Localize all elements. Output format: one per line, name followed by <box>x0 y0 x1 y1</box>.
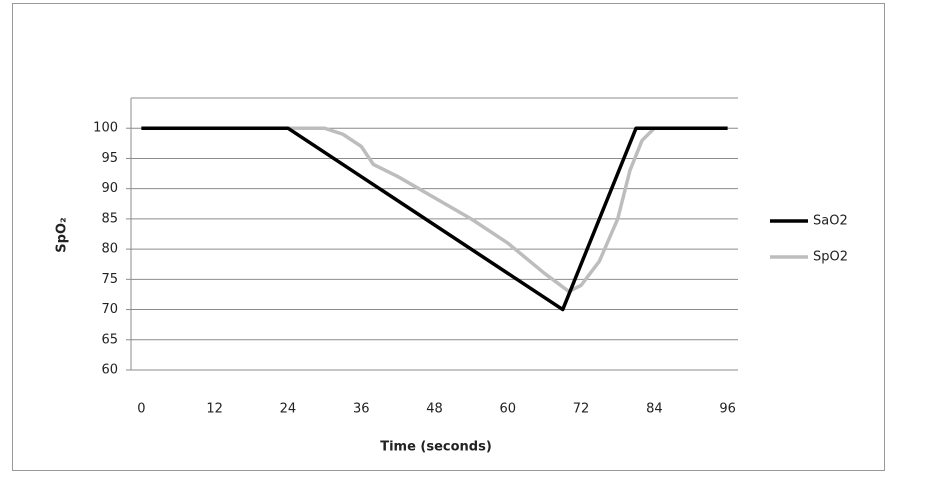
y-tick-label: 95 <box>101 151 118 166</box>
chart-frame <box>12 3 885 471</box>
line-series <box>141 126 728 294</box>
x-tick-label: 72 <box>573 402 590 417</box>
line-series <box>141 126 728 312</box>
x-axis-label: Time (seconds) <box>380 440 492 455</box>
x-tick-label: 60 <box>500 402 517 417</box>
x-tick-label: 12 <box>206 402 223 417</box>
x-tick-label: 0 <box>137 402 145 417</box>
legend-label: SaO2 <box>813 214 848 229</box>
legend-label: SpO2 <box>813 250 848 265</box>
y-tick-label: 90 <box>101 181 118 196</box>
y-tick-label: 80 <box>101 242 118 257</box>
x-tick-label: 84 <box>646 402 663 417</box>
y-tick-label: 75 <box>101 272 118 287</box>
y-tick-label: 70 <box>101 302 118 317</box>
x-tick-label: 96 <box>719 402 736 417</box>
y-tick-label: 85 <box>101 211 118 226</box>
x-tick-label: 24 <box>280 402 297 417</box>
y-tick-label: 65 <box>101 332 118 347</box>
x-tick-label: 48 <box>426 402 443 417</box>
y-tick-label: 60 <box>101 363 118 378</box>
y-axis-label: SpO₂ <box>55 217 70 252</box>
x-tick-label: 36 <box>353 402 370 417</box>
y-tick-label: 100 <box>93 121 118 136</box>
